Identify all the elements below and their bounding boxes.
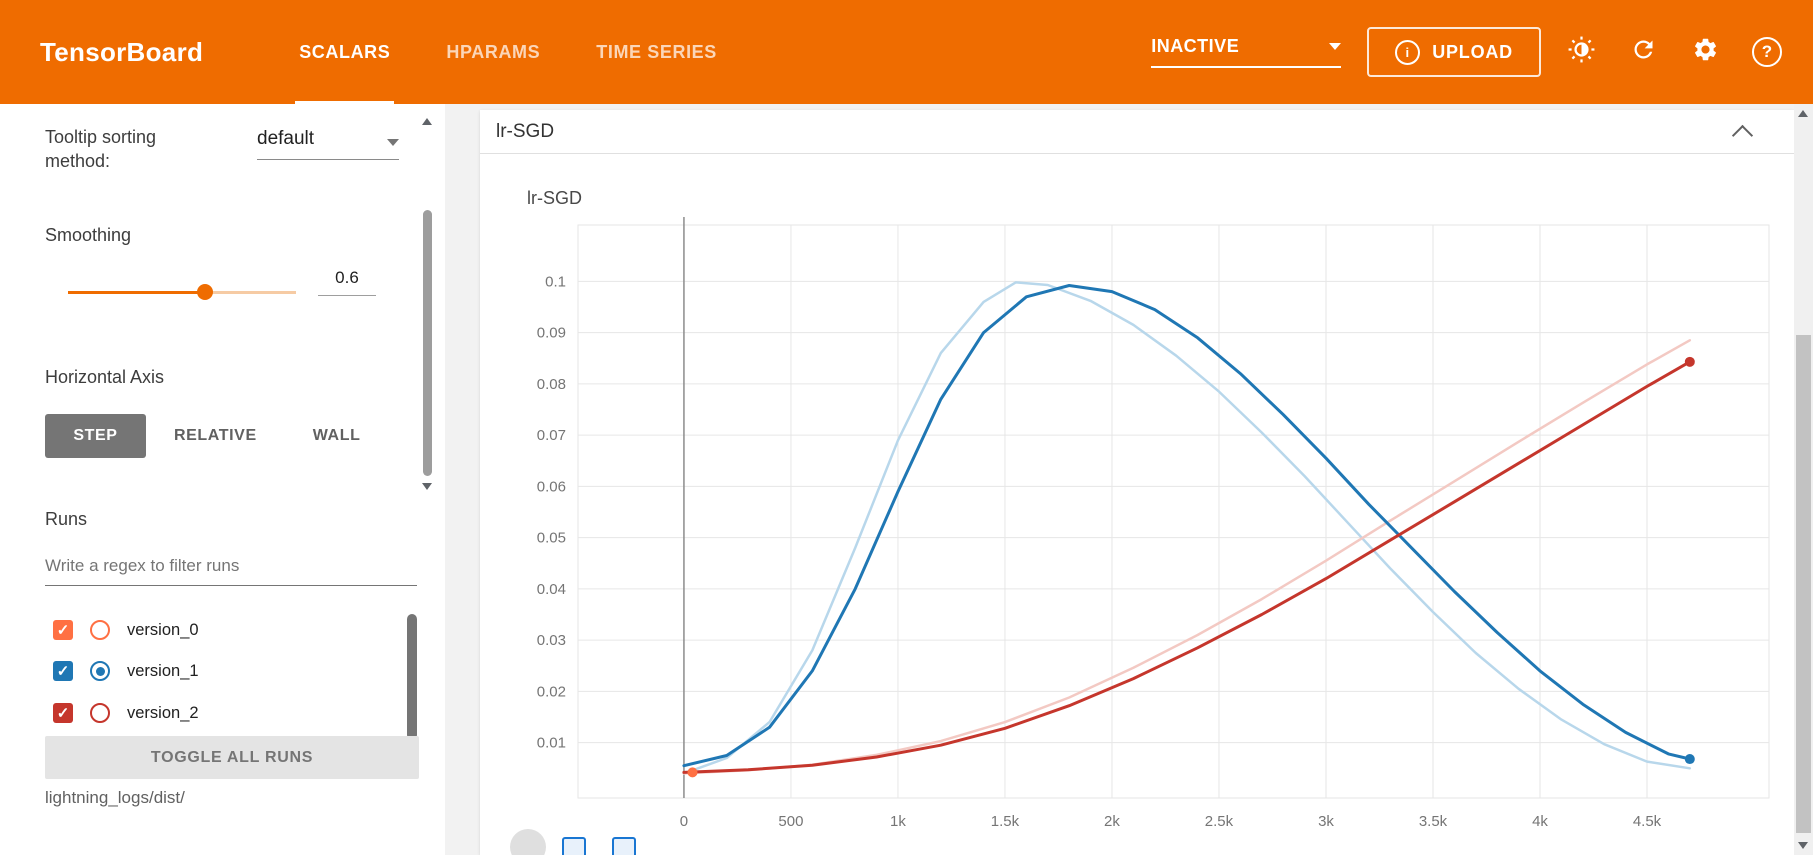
tooltip-sorting-label: Tooltip sorting method: xyxy=(45,127,157,171)
radio-dot xyxy=(96,709,105,718)
tab-hparams[interactable]: HPARAMS xyxy=(446,41,541,62)
run-label: version_1 xyxy=(127,661,199,680)
help-button[interactable]: ? xyxy=(1745,30,1789,74)
main-nav: SCALARS HPARAMS TIME SERIES xyxy=(295,0,769,104)
upload-button[interactable]: i UPLOAD xyxy=(1367,27,1541,77)
run-row-version-2[interactable]: ✓ version_2 xyxy=(45,693,375,733)
page-scrollbar[interactable] xyxy=(1794,104,1813,855)
svg-text:0.08: 0.08 xyxy=(537,376,566,393)
runs-label: Runs xyxy=(45,509,88,529)
scroll-up-icon[interactable] xyxy=(422,118,432,125)
status-dropdown[interactable]: INACTIVE xyxy=(1151,36,1342,68)
upload-label: UPLOAD xyxy=(1432,41,1513,62)
run-radio[interactable] xyxy=(90,620,110,640)
check-icon: ✓ xyxy=(56,662,70,680)
svg-text:2k: 2k xyxy=(1104,813,1120,830)
smoothing-value-field[interactable]: 0.6 xyxy=(318,268,376,296)
run-checkbox[interactable]: ✓ xyxy=(53,620,73,640)
svg-text:2.5k: 2.5k xyxy=(1205,813,1234,830)
axis-relative-button[interactable]: RELATIVE xyxy=(174,427,257,444)
smoothing-label: Smoothing xyxy=(45,225,132,245)
run-label: version_0 xyxy=(127,620,199,639)
axis-wall-button[interactable]: WALL xyxy=(312,427,361,444)
expand-chart-icon[interactable] xyxy=(612,837,636,855)
runs-filter-input[interactable] xyxy=(45,556,417,586)
brightness-icon xyxy=(1568,36,1595,68)
settings-scrollbar-thumb[interactable] xyxy=(423,210,432,476)
gear-icon xyxy=(1692,36,1719,68)
smoothing-slider-handle[interactable] xyxy=(196,284,213,300)
tooltip-sorting-dropdown[interactable]: default xyxy=(257,128,399,160)
svg-text:0.01: 0.01 xyxy=(537,735,566,752)
chevron-down-icon xyxy=(1329,43,1342,50)
log-directory-label: lightning_logs/dist/ xyxy=(45,788,185,807)
chevron-down-icon xyxy=(387,139,399,146)
card-group-header[interactable]: lr-SGD xyxy=(480,110,1794,154)
radio-dot xyxy=(95,666,105,676)
help-icon: ? xyxy=(1752,37,1782,67)
settings-scrollbar[interactable] xyxy=(419,112,436,494)
check-icon: ✓ xyxy=(56,621,70,639)
header-actions: INACTIVE i UPLOAD xyxy=(1151,27,1789,77)
scalar-card: lr-SGD lr-SGD 0 500 1k 1.5k 2k 2.5k 3k 3.5k 4k 4.… xyxy=(480,110,1794,855)
horizontal-axis-label: Horizontal Axis xyxy=(45,367,165,387)
card-group-title: lr-SGD xyxy=(496,120,555,142)
run-checkbox[interactable]: ✓ xyxy=(53,661,73,681)
info-icon: i xyxy=(1395,39,1421,65)
run-checkbox[interactable]: ✓ xyxy=(53,703,73,723)
run-radio[interactable] xyxy=(90,661,110,681)
radio-dot xyxy=(96,626,105,635)
svg-text:0.02: 0.02 xyxy=(537,683,566,700)
chevron-up-icon[interactable] xyxy=(1731,124,1754,147)
run-row-version-0[interactable]: ✓ version_0 xyxy=(45,610,375,650)
axis-step-button[interactable]: STEP xyxy=(45,414,146,458)
lr-sgd-chart[interactable]: 0 500 1k 1.5k 2k 2.5k 3k 3.5k 4k 4.5k 0.01 0.02 0.03… xyxy=(480,154,1794,855)
scroll-down-icon[interactable] xyxy=(1798,842,1808,849)
svg-text:0.07: 0.07 xyxy=(537,427,566,444)
horizontal-axis-buttons: STEP RELATIVE WALL xyxy=(45,414,388,458)
status-dropdown-value: INACTIVE xyxy=(1151,36,1240,56)
svg-text:0.1: 0.1 xyxy=(545,273,566,290)
scroll-down-icon[interactable] xyxy=(422,483,432,490)
svg-text:0.05: 0.05 xyxy=(537,530,566,547)
svg-text:0.06: 0.06 xyxy=(537,478,566,495)
svg-text:0.04: 0.04 xyxy=(537,581,566,598)
svg-text:0.09: 0.09 xyxy=(537,325,566,342)
page-scrollbar-thumb[interactable] xyxy=(1796,335,1811,833)
svg-text:4k: 4k xyxy=(1532,813,1548,830)
scroll-up-icon[interactable] xyxy=(1798,110,1808,117)
tooltip-sorting-value: default xyxy=(257,128,315,149)
svg-text:0: 0 xyxy=(680,813,688,830)
tab-scalars[interactable]: SCALARS xyxy=(295,0,395,104)
run-radio[interactable] xyxy=(90,703,110,723)
refresh-button[interactable] xyxy=(1621,30,1665,74)
settings-button[interactable] xyxy=(1683,30,1727,74)
run-selector-chip[interactable] xyxy=(510,829,546,855)
run-row-version-1[interactable]: ✓ version_1 xyxy=(45,651,375,691)
svg-text:0.03: 0.03 xyxy=(537,632,566,649)
chart-title: lr-SGD xyxy=(527,188,582,208)
app-header: TensorBoard SCALARS HPARAMS TIME SERIES … xyxy=(0,0,1813,104)
run-label: version_2 xyxy=(127,703,199,722)
svg-text:3.5k: 3.5k xyxy=(1419,813,1448,830)
svg-text:4.5k: 4.5k xyxy=(1633,813,1662,830)
svg-text:1.5k: 1.5k xyxy=(991,813,1020,830)
svg-text:3k: 3k xyxy=(1318,813,1334,830)
smoothing-slider[interactable] xyxy=(68,284,296,300)
refresh-icon xyxy=(1630,36,1657,68)
check-icon: ✓ xyxy=(56,704,70,722)
svg-text:500: 500 xyxy=(778,813,803,830)
toggle-all-runs-button[interactable]: TOGGLE ALL RUNS xyxy=(45,736,419,779)
tab-time-series[interactable]: TIME SERIES xyxy=(596,41,717,62)
runs-scrollbar-thumb[interactable] xyxy=(407,614,417,740)
svg-text:1k: 1k xyxy=(890,813,906,830)
pin-chart-icon[interactable] xyxy=(562,837,586,855)
brightness-toggle-button[interactable] xyxy=(1559,30,1603,74)
smoothing-slider-fill xyxy=(68,291,205,294)
sidebar: Tooltip sorting method: default Smoothin… xyxy=(0,104,445,855)
app-title: TensorBoard xyxy=(40,36,204,67)
